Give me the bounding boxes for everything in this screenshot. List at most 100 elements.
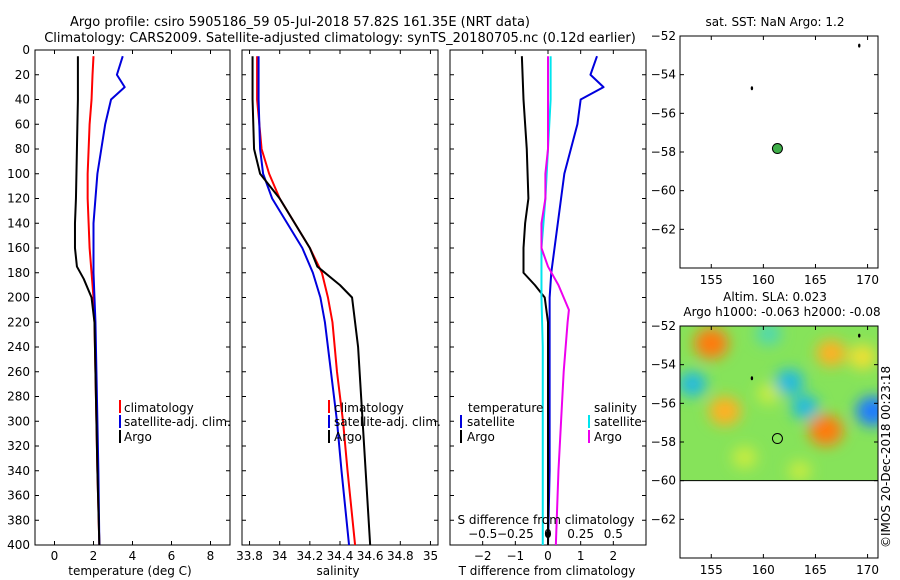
sla-anomaly-blob [848, 344, 876, 370]
sla-anomaly-blob [791, 394, 819, 420]
sla-anomaly-blob [808, 414, 844, 446]
difference-top-axis-label: S difference from climatology [458, 513, 635, 527]
legend-s-argo-label: Argo [594, 430, 622, 444]
y-tick-label: 340 [7, 464, 30, 478]
map-x-tick-label: 155 [700, 563, 723, 577]
figure-title-line2: Climatology: CARS2009. Satellite-adjuste… [44, 31, 636, 46]
series-line-t-satellite [547, 55, 605, 546]
map-y-tick-label: −52 [651, 319, 676, 333]
argo-float-marker [771, 143, 783, 155]
s-tick-label: 0.25 [567, 527, 594, 541]
y-tick-label: 300 [7, 414, 30, 428]
sla-anomaly-blob [775, 369, 804, 396]
legend-argo-label: Argo [334, 430, 362, 444]
map-x-tick-label: 155 [700, 273, 723, 287]
salinity-panel: 33.8 34 34.2 34.4 34.6 34.8 35 salinity climat… [236, 49, 441, 578]
map-y-tick-label: −62 [651, 512, 676, 526]
x-tick-label: 8 [207, 549, 215, 563]
argo-float-marker [771, 433, 783, 445]
y-tick-label: 120 [7, 192, 30, 206]
sla-map-title-line1: Altim. SLA: 0.023 [723, 290, 827, 304]
map-y-tick-label: −58 [651, 145, 676, 159]
legend-climatology-label: climatology [334, 401, 404, 415]
s-tick-label: −0.5 [468, 527, 497, 541]
x-tick-label: 2 [610, 549, 618, 563]
salinity-xlabel: salinity [316, 564, 359, 578]
map-y-tick-label: −60 [651, 184, 676, 198]
series-line-satellite-adj-clim- [257, 56, 351, 546]
legend-t-argo-label: Argo [467, 430, 495, 444]
legend-t-satellite-label: satellite [467, 415, 515, 429]
map-y-tick-label: −52 [651, 29, 676, 43]
x-tick-label: −1 [506, 549, 524, 563]
island-mark [858, 333, 861, 338]
series-line-argo [251, 56, 372, 546]
map-y-tick-label: −56 [651, 106, 676, 120]
island-mark [750, 86, 754, 91]
sla-map-panel: Altim. SLA: 0.023 Argo h1000: -0.063 h20… [651, 290, 881, 577]
legend-argo-label: Argo [124, 430, 152, 444]
y-tick-label: 180 [7, 266, 30, 280]
y-tick-label: 360 [7, 489, 30, 503]
y-tick-label: 280 [7, 390, 30, 404]
y-tick-label: 200 [7, 291, 30, 305]
x-tick-label: 34.4 [327, 549, 354, 563]
series-line-t-argo [520, 56, 549, 545]
map-x-tick-label: 170 [856, 273, 879, 287]
map-x-tick-label: 170 [856, 563, 879, 577]
x-tick-label: 1 [577, 549, 585, 563]
x-tick-label: 35 [423, 549, 438, 563]
temperature-xlabel: temperature (deg C) [68, 564, 191, 578]
sla-heatmap [680, 326, 878, 481]
y-tick-label: 160 [7, 241, 30, 255]
s-tick-label: −0.25 [497, 527, 534, 541]
sla-anomaly-blob [680, 371, 707, 397]
sla-anomaly-blob [755, 326, 782, 346]
legend-satellite-label: satellite-adj. clim. [334, 415, 441, 429]
map-x-tick-label: 160 [752, 563, 775, 577]
sla-anomaly-blob [694, 327, 729, 359]
map-y-tick-label: −62 [651, 222, 676, 236]
map-y-tick-label: −60 [651, 474, 676, 488]
x-tick-label: −2 [474, 549, 492, 563]
y-tick-label: 60 [15, 117, 30, 131]
island-mark [750, 376, 754, 381]
x-tick-label: 2 [90, 549, 98, 563]
y-tick-label: 260 [7, 365, 30, 379]
x-tick-label: 34.8 [387, 549, 414, 563]
y-tick-label: 0 [22, 43, 30, 57]
series-line-argo [73, 56, 101, 546]
map-y-tick-label: −54 [651, 358, 676, 372]
sla-anomaly-blob [816, 339, 846, 367]
difference-legend: temperature satellite Argo salinity sate… [460, 401, 642, 444]
island-mark [858, 43, 861, 48]
imos-watermark: ©IMOS 20-Dec-2018 00:23:18 [879, 366, 893, 548]
y-tick-label: 380 [7, 513, 30, 527]
y-tick-label: 320 [7, 439, 30, 453]
s-tick-label: 0.5 [604, 527, 623, 541]
sst-map-title: sat. SST: NaN Argo: 1.2 [706, 15, 845, 29]
sla-anomaly-blob [788, 460, 812, 481]
y-tick-label: 20 [15, 68, 30, 82]
series-line-s-satellite [540, 56, 552, 545]
y-tick-label: 100 [7, 167, 30, 181]
map-x-tick-label: 165 [804, 563, 827, 577]
y-tick-label: 140 [7, 216, 30, 230]
map-x-tick-label: 160 [752, 273, 775, 287]
zero-marker [545, 531, 551, 537]
x-tick-label: 4 [129, 549, 137, 563]
x-tick-label: 0 [544, 549, 552, 563]
map-y-tick-label: −56 [651, 396, 676, 410]
legend-climatology-label: climatology [124, 401, 194, 415]
difference-xlabel: T difference from climatology [458, 564, 636, 578]
legend-salinity-heading: salinity [594, 401, 637, 415]
y-tick-label: 240 [7, 340, 30, 354]
x-tick-label: 0 [51, 549, 59, 563]
map-y-tick-label: −58 [651, 435, 676, 449]
sla-anomaly-blob [756, 383, 781, 405]
sst-map-panel: sat. SST: NaN Argo: 1.2 155 160 165 170 −52 −… [651, 15, 879, 287]
difference-panel: −2 −1 0 1 2 T difference from climatology S … [449, 49, 647, 578]
x-tick-label: 33.8 [236, 549, 263, 563]
x-tick-label: 6 [168, 549, 176, 563]
